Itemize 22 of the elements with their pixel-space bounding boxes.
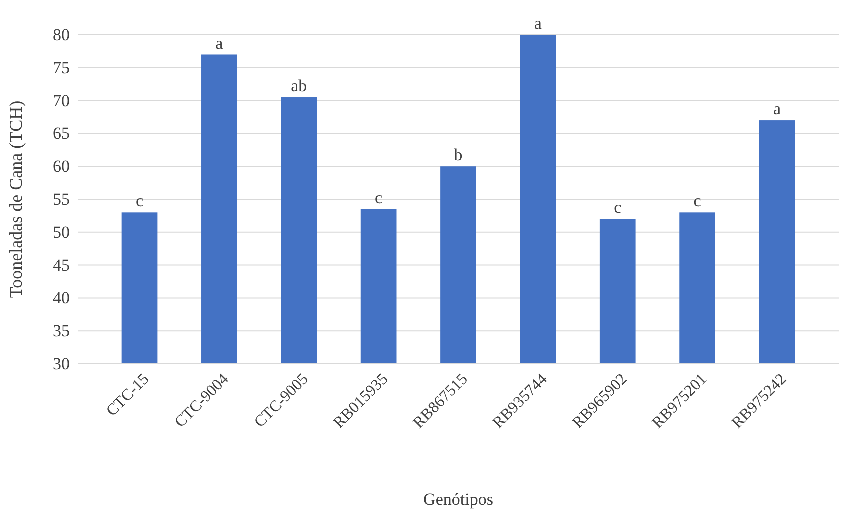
annotation: ab: [291, 76, 308, 96]
y-tick-label: 60: [53, 157, 70, 176]
annotation: a: [773, 100, 782, 119]
annotation: c: [375, 188, 384, 208]
y-tick-label: 40: [53, 288, 70, 308]
annotation: a: [534, 14, 542, 33]
x-axis-title: Genótipos: [424, 490, 494, 509]
y-tick-label: 50: [53, 222, 70, 242]
y-tick-label: 35: [53, 322, 70, 341]
y-tick-label: 80: [53, 25, 70, 44]
annotation: c: [136, 192, 144, 211]
annotation: a: [216, 34, 224, 53]
y-tick-label: 75: [53, 58, 70, 78]
annotation: c: [614, 198, 622, 218]
y-tick-label: 70: [53, 91, 70, 110]
y-tick-label: 45: [53, 256, 70, 275]
y-tick-label: 30: [53, 354, 70, 374]
y-tick-label: 55: [53, 190, 70, 209]
annotation: c: [694, 192, 702, 211]
annotation: b: [454, 146, 463, 165]
y-tick-label: 65: [53, 124, 70, 144]
y-axis-title: Tooneladas de Cana (TCH): [6, 100, 26, 298]
